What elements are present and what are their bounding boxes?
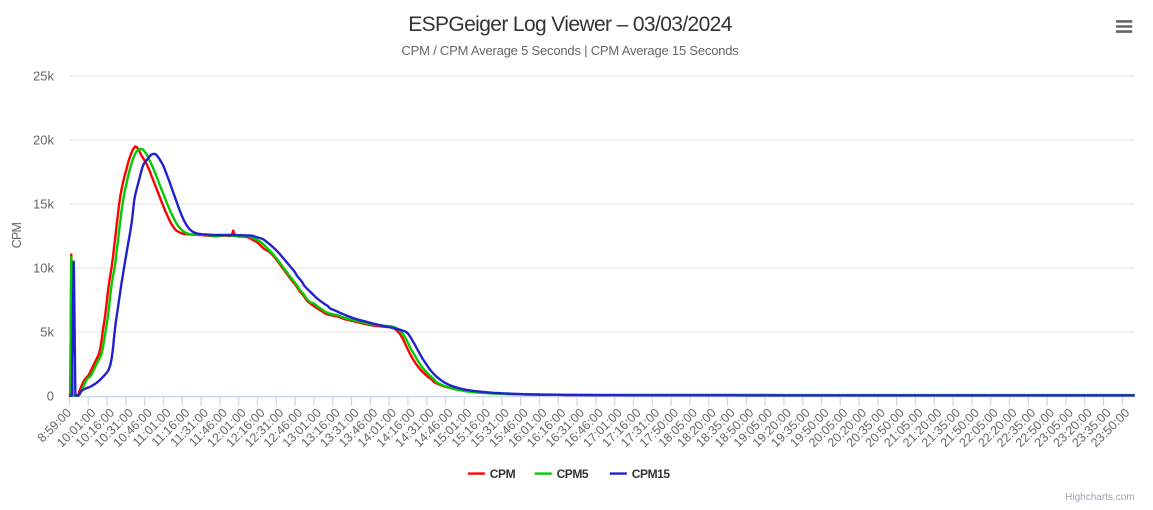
svg-text:0: 0 [47, 389, 54, 404]
svg-text:CPM5: CPM5 [557, 467, 589, 481]
svg-text:25k: 25k [33, 69, 54, 84]
svg-text:20k: 20k [33, 133, 54, 148]
svg-text:CPM / CPM Average 5 Seconds |: CPM / CPM Average 5 Seconds | CPM Averag… [401, 43, 739, 58]
svg-text:CPM: CPM [10, 222, 24, 248]
svg-text:ESPGeiger Log Viewer – 03/03/2: ESPGeiger Log Viewer – 03/03/2024 [408, 13, 732, 36]
svg-text:10k: 10k [33, 261, 54, 276]
svg-text:CPM15: CPM15 [632, 467, 671, 481]
svg-text:15k: 15k [33, 197, 54, 212]
svg-text:Highcharts.com: Highcharts.com [1065, 492, 1134, 503]
svg-text:CPM: CPM [490, 467, 516, 481]
svg-text:5k: 5k [40, 325, 54, 340]
